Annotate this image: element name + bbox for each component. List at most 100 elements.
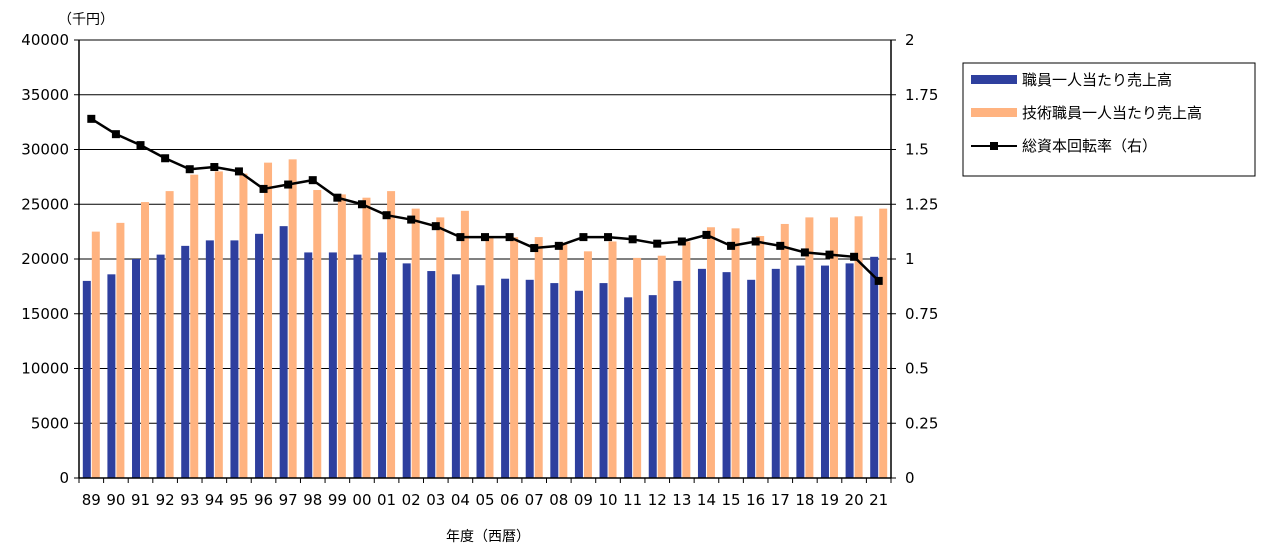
rotation-point-04 — [456, 233, 465, 242]
x-tick-label: 06 — [500, 491, 519, 509]
x-tick-label: 00 — [352, 491, 371, 509]
bar-staff-sales-16 — [747, 279, 756, 478]
rotation-point-93 — [185, 165, 194, 174]
rotation-point-09 — [579, 233, 588, 242]
bar-tech-staff-sales-04 — [460, 210, 469, 478]
y-tick-label: 40000 — [21, 31, 69, 49]
y-tick-label: 5000 — [31, 414, 69, 432]
x-tick-label: 19 — [820, 491, 839, 509]
x-tick-label: 12 — [648, 491, 667, 509]
bar-staff-sales-09 — [574, 290, 583, 478]
rotation-point-21 — [874, 276, 883, 285]
rotation-point-08 — [554, 241, 563, 250]
rotation-point-14 — [702, 230, 711, 239]
bars — [82, 159, 888, 479]
axes — [74, 39, 896, 483]
bar-staff-sales-20 — [845, 263, 854, 478]
bar-staff-sales-90 — [107, 274, 116, 478]
bar-staff-sales-04 — [451, 274, 460, 478]
y2-tick-label: 1.75 — [905, 86, 938, 104]
x-tick-label: 05 — [475, 491, 494, 509]
bar-staff-sales-21 — [870, 256, 879, 478]
y2-tick-label: 0 — [905, 469, 915, 487]
rotation-point-98 — [308, 176, 317, 185]
bar-tech-staff-sales-06 — [510, 237, 519, 478]
rotation-point-96 — [259, 184, 268, 193]
y-tick-label: 30000 — [21, 141, 69, 159]
legend-label-tech-staff-sales: 技術職員一人当たり売上高 — [1022, 104, 1202, 122]
x-tick-label: 18 — [795, 491, 814, 509]
bar-tech-staff-sales-90 — [116, 222, 125, 478]
rotation-point-16 — [751, 237, 760, 246]
bar-staff-sales-13 — [673, 280, 682, 478]
bar-staff-sales-96 — [255, 233, 264, 478]
rotation-point-92 — [161, 154, 170, 163]
rotation-point-15 — [727, 241, 736, 250]
bar-staff-sales-11 — [624, 297, 633, 478]
bar-staff-sales-10 — [599, 283, 608, 478]
bar-tech-staff-sales-99 — [337, 194, 346, 478]
legend-label-staff-sales: 職員一人当たり売上高 — [1022, 71, 1172, 89]
bar-staff-sales-12 — [648, 295, 657, 478]
legend-swatch-tech-staff-sales — [971, 108, 1017, 117]
x-tick-label: 21 — [869, 491, 888, 509]
rotation-point-11 — [628, 235, 637, 244]
x-tick-label: 99 — [328, 491, 347, 509]
y-tick-label: 35000 — [21, 86, 69, 104]
rotation-point-13 — [677, 237, 686, 246]
rotation-point-05 — [481, 233, 489, 242]
x-tick-label: 97 — [279, 491, 298, 509]
rotation-point-00 — [357, 200, 366, 209]
y-axis-unit-label: （千円） — [58, 12, 114, 28]
tick-labels: 0500010000150002000025000300003500040000… — [21, 31, 938, 509]
y-tick-label: 25000 — [21, 195, 69, 213]
bar-staff-sales-97 — [279, 226, 288, 478]
rotation-point-01 — [382, 211, 391, 220]
x-axis-title: 年度（西暦） — [446, 529, 530, 545]
x-tick-label: 15 — [722, 491, 741, 509]
x-tick-label: 98 — [303, 491, 322, 509]
bar-staff-sales-89 — [82, 280, 91, 478]
x-tick-label: 11 — [623, 491, 642, 509]
rotation-point-89 — [87, 114, 96, 123]
y2-tick-label: 2 — [905, 31, 915, 49]
bar-tech-staff-sales-10 — [608, 241, 617, 478]
legend: 職員一人当たり売上高 技術職員一人当たり売上高 総資本回転率（右） — [962, 62, 1256, 177]
x-tick-label: 03 — [426, 491, 445, 509]
rotation-line — [87, 114, 883, 285]
x-tick-label: 07 — [525, 491, 544, 509]
bar-staff-sales-14 — [697, 268, 706, 478]
x-tick-label: 01 — [377, 491, 396, 509]
bar-tech-staff-sales-00 — [362, 197, 371, 478]
bar-staff-sales-03 — [427, 271, 436, 478]
x-tick-label: 09 — [574, 491, 593, 509]
bar-staff-sales-05 — [476, 285, 485, 478]
gridlines — [79, 39, 891, 424]
y2-tick-label: 0.75 — [905, 305, 938, 323]
x-tick-label: 08 — [549, 491, 568, 509]
x-tick-label: 02 — [402, 491, 421, 509]
bar-tech-staff-sales-98 — [313, 190, 322, 478]
bar-staff-sales-19 — [820, 265, 829, 478]
bar-staff-sales-06 — [501, 278, 510, 478]
x-tick-label: 94 — [205, 491, 224, 509]
bar-tech-staff-sales-03 — [436, 217, 445, 478]
legend-frame — [962, 62, 1256, 177]
bar-tech-staff-sales-07 — [534, 237, 543, 478]
bar-staff-sales-91 — [132, 259, 141, 478]
x-tick-label: 91 — [131, 491, 150, 509]
rotation-point-07 — [530, 244, 539, 253]
rotation-point-94 — [210, 163, 219, 172]
y-tick-label: 15000 — [21, 305, 69, 323]
rotation-point-06 — [505, 233, 514, 242]
x-tick-label: 90 — [106, 491, 125, 509]
bar-staff-sales-18 — [796, 265, 805, 478]
bar-tech-staff-sales-95 — [239, 173, 248, 478]
bar-tech-staff-sales-19 — [829, 217, 838, 478]
rotation-point-18 — [800, 248, 809, 257]
bar-staff-sales-17 — [771, 268, 780, 478]
y2-tick-label: 1 — [905, 250, 915, 268]
x-tick-label: 17 — [771, 491, 790, 509]
rotation-point-90 — [111, 130, 120, 139]
bar-tech-staff-sales-14 — [706, 227, 715, 478]
